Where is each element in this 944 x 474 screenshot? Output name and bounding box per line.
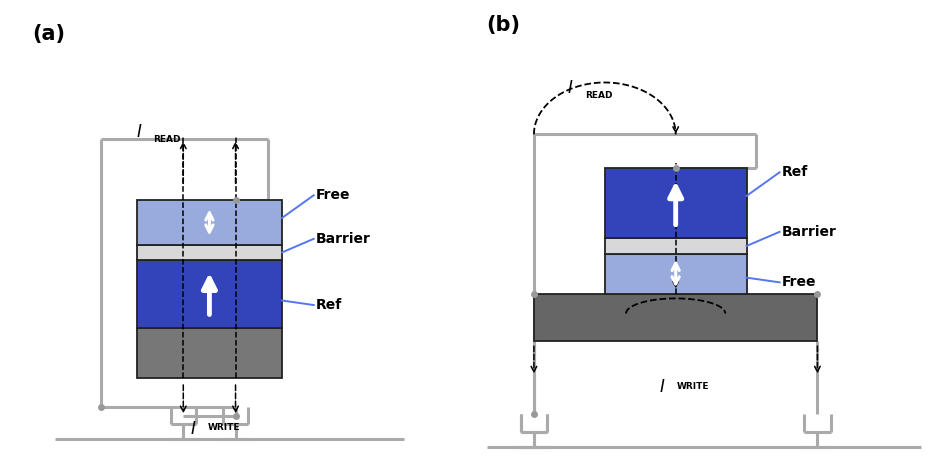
Text: (a): (a) bbox=[32, 24, 65, 44]
Bar bbox=[137, 260, 281, 328]
Bar bbox=[604, 167, 746, 238]
Bar bbox=[604, 238, 746, 254]
Text: Ref: Ref bbox=[315, 298, 342, 312]
Bar bbox=[137, 328, 281, 378]
Text: WRITE: WRITE bbox=[207, 423, 240, 432]
Text: WRITE: WRITE bbox=[676, 382, 709, 391]
Text: Barrier: Barrier bbox=[315, 232, 370, 246]
Bar bbox=[533, 294, 817, 341]
Text: $I$: $I$ bbox=[190, 420, 196, 438]
Text: READ: READ bbox=[153, 136, 180, 145]
Bar bbox=[137, 245, 281, 260]
Text: Free: Free bbox=[782, 275, 816, 289]
Text: $I$: $I$ bbox=[566, 79, 573, 97]
Text: (b): (b) bbox=[486, 15, 520, 35]
Text: Barrier: Barrier bbox=[782, 225, 836, 239]
Text: READ: READ bbox=[584, 91, 612, 100]
Bar bbox=[137, 200, 281, 245]
Text: $I$: $I$ bbox=[659, 378, 665, 396]
Text: $I$: $I$ bbox=[136, 123, 142, 141]
Bar bbox=[604, 254, 746, 294]
Text: Ref: Ref bbox=[782, 165, 807, 179]
Text: Free: Free bbox=[315, 188, 350, 202]
